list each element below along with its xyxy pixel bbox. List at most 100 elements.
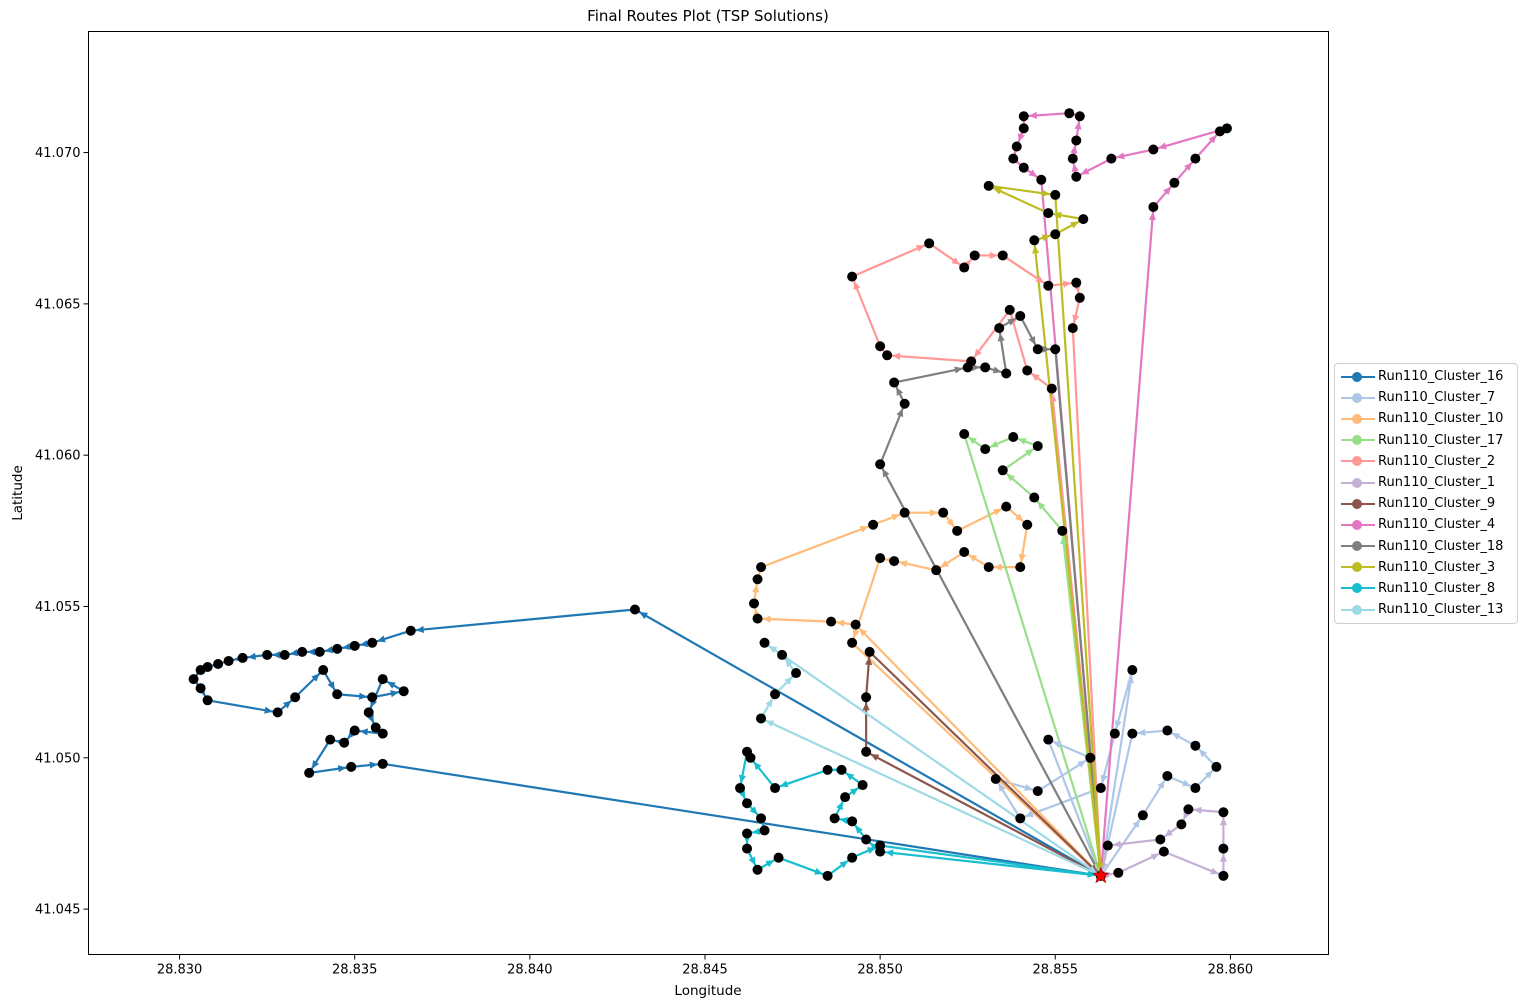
route-arrow [1006, 473, 1015, 482]
route-arrow [855, 825, 863, 834]
x-tick-label: 28.830 [157, 963, 203, 978]
legend-item: Run110_Cluster_17 [1335, 430, 1517, 451]
stop-point [272, 707, 283, 718]
stop-point [952, 525, 963, 536]
stop-point [1137, 810, 1148, 821]
y-tick-label: 41.060 [35, 449, 81, 464]
stop-point [1071, 135, 1082, 146]
route-arrow [779, 780, 789, 788]
route-arrow [1049, 393, 1057, 402]
stop-point [983, 180, 994, 191]
route-arrow [359, 640, 369, 648]
route-arrow [1017, 438, 1027, 445]
route-arrow [852, 629, 860, 639]
route-arrow [839, 860, 849, 869]
stop-point [1211, 761, 1222, 772]
stop-point [997, 250, 1008, 261]
stop-point [847, 271, 858, 282]
stop-point [1036, 174, 1047, 185]
legend-item: Run110_Cluster_8 [1335, 578, 1517, 599]
stop-point [1218, 807, 1229, 818]
stop-point [773, 852, 784, 863]
stop-point [1074, 292, 1085, 303]
route-arrow [1184, 162, 1193, 171]
route-arrow [1163, 186, 1172, 195]
route-arrow [311, 673, 320, 682]
route-arrow [1080, 167, 1090, 175]
stop-point [262, 649, 273, 660]
stop-point [875, 341, 886, 352]
x-axis-label: Longitude [674, 983, 741, 999]
route-arrow [1007, 318, 1016, 326]
route-arrow [738, 774, 747, 784]
stop-point [1148, 202, 1159, 213]
legend-swatch [1338, 498, 1378, 510]
stop-point [749, 598, 760, 609]
legend-item: Run110_Cluster_10 [1335, 408, 1517, 429]
route-arrow [998, 783, 1006, 792]
stop-point [363, 707, 374, 718]
stop-point [959, 547, 970, 558]
stop-point [1032, 441, 1043, 452]
route-arrow [845, 772, 855, 781]
route-line-Run110_Cluster_13 [759, 641, 1102, 877]
route-arrow [358, 692, 368, 700]
stop-point [1127, 728, 1138, 739]
stop-point [1148, 144, 1159, 155]
route-arrow [376, 635, 386, 643]
route-arrow [337, 765, 347, 773]
stop-point [770, 783, 781, 794]
stop-point [752, 574, 763, 585]
route-arrow [1072, 314, 1080, 324]
stop-point [1169, 177, 1180, 188]
route-arrow [1074, 121, 1082, 130]
stop-point [875, 553, 886, 564]
route-arrow [930, 509, 939, 517]
route-arrow [915, 245, 925, 252]
stop-point [969, 250, 980, 261]
stop-point [290, 692, 301, 703]
stop-point [1218, 870, 1229, 881]
stop-point [1221, 123, 1232, 134]
stop-point [377, 674, 388, 685]
route-arrow [387, 681, 396, 689]
route-arrow [1041, 234, 1051, 242]
depot-star-marker [1092, 866, 1110, 884]
plot-frame [88, 31, 1329, 955]
route-arrow [853, 281, 861, 291]
stop-point [1190, 783, 1201, 794]
route-arrow [347, 730, 356, 739]
route-arrow [753, 761, 762, 771]
route-arrow [1126, 674, 1134, 684]
legend-label: Run110_Cluster_13 [1378, 602, 1504, 618]
route-arrow [968, 436, 977, 445]
stop-point [297, 646, 308, 657]
stop-point [1043, 280, 1054, 291]
route-arrow [1198, 749, 1208, 758]
stop-point [1001, 368, 1012, 379]
route-arrow [859, 628, 868, 637]
route-arrow [1028, 336, 1036, 345]
chart-title: Final Routes Plot (TSP Solutions) [587, 7, 829, 25]
stop-point [959, 428, 970, 439]
legend-label: Run110_Cluster_10 [1378, 411, 1504, 427]
route-arrow [1171, 732, 1181, 740]
stop-point [875, 459, 886, 470]
stop-point [889, 556, 900, 567]
stop-point [1190, 740, 1201, 751]
route-arrow [289, 649, 299, 657]
stop-point [195, 665, 206, 676]
stop-point [202, 695, 213, 706]
legend-label: Run110_Cluster_7 [1378, 390, 1496, 406]
route-arrow [899, 560, 908, 568]
stop-point [1018, 162, 1029, 173]
legend-swatch [1338, 434, 1378, 446]
legend-swatch [1338, 455, 1378, 467]
route-arrow [974, 348, 982, 358]
route-arrow [896, 387, 904, 396]
legend-item: Run110_Cluster_2 [1335, 451, 1517, 472]
stop-point [318, 665, 329, 676]
stop-point [822, 764, 833, 775]
stop-point [377, 758, 388, 769]
